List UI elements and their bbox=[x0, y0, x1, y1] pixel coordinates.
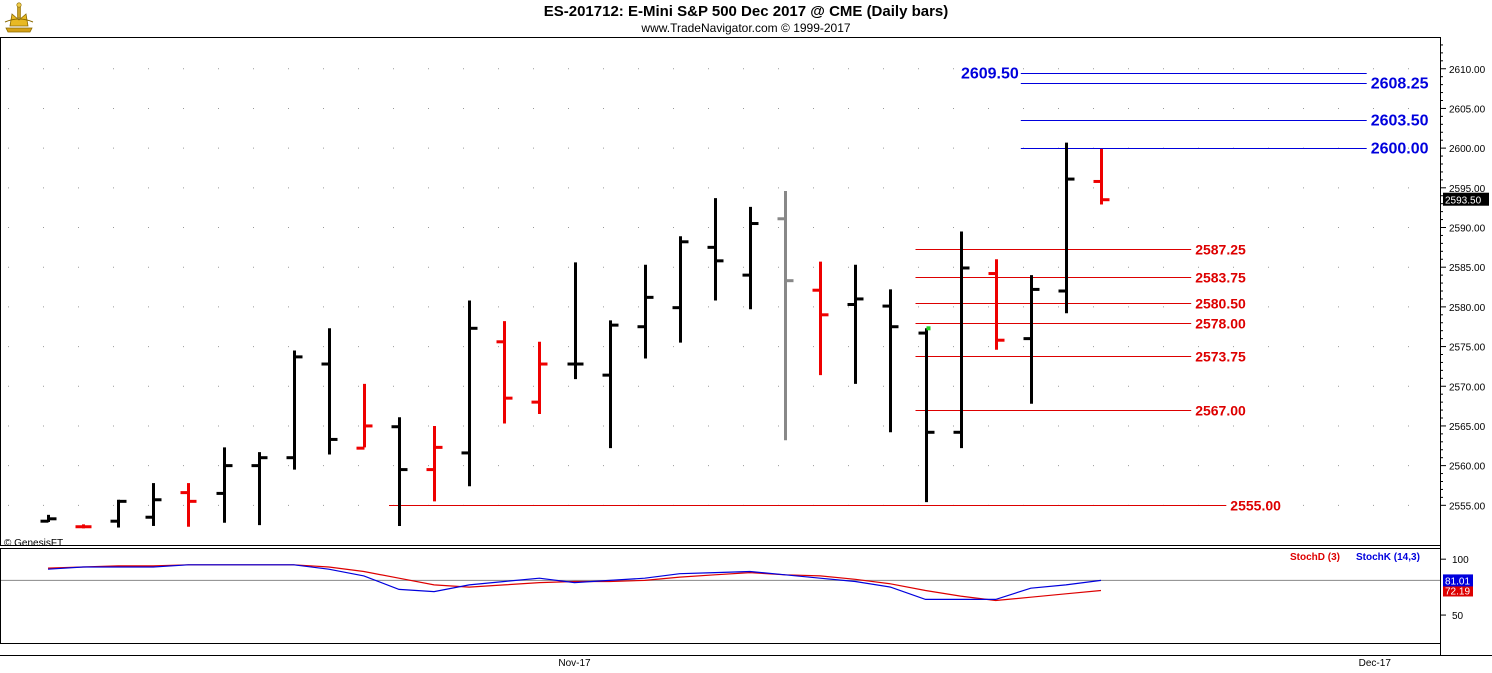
y-tick-label: 2575.00 bbox=[1449, 343, 1486, 354]
price-y-axis: 2555.00 2560.00 2565.00 2570.00 2575.00 2580.… bbox=[1440, 44, 1489, 512]
ohlc-bar bbox=[496, 321, 513, 424]
y-tick-label: 2555.00 bbox=[1449, 501, 1486, 512]
level-label: 2567.00 bbox=[1195, 403, 1246, 419]
ohlc-bar bbox=[216, 447, 233, 523]
y-tick-label: 2595.00 bbox=[1449, 184, 1486, 195]
ohlc-bar bbox=[391, 417, 408, 526]
stochastic-panel: 100 50 StochD (3) 72.19 StochK (14,3) 81.01 bbox=[1, 552, 1473, 622]
ohlc-bar bbox=[953, 231, 970, 449]
stoch-legend-label: StochK (14,3) bbox=[1356, 552, 1420, 563]
level-label: 2578.00 bbox=[1195, 316, 1246, 332]
ohlc-bar bbox=[707, 198, 724, 301]
y-tick-label: 2560.00 bbox=[1449, 462, 1486, 473]
stochastic-panel-border bbox=[0, 548, 1441, 644]
stoch-last-value-box bbox=[1443, 574, 1473, 587]
ohlc-bar bbox=[145, 483, 162, 526]
ohlc-bar bbox=[567, 262, 584, 380]
level-lines: 2609.50 2608.25 2603.50 2600.00 2587.25 2583.… bbox=[389, 66, 1429, 514]
y-tick-label: 2600.00 bbox=[1449, 144, 1486, 155]
stoch-last-value-label: 81.01 bbox=[1445, 576, 1470, 587]
level-label: 2603.50 bbox=[1371, 113, 1429, 130]
ohlc-bar bbox=[777, 190, 794, 441]
ohlc-bar bbox=[531, 341, 548, 415]
signal-marker bbox=[926, 326, 931, 331]
stoch-legend-label: StochD (3) bbox=[1290, 552, 1340, 563]
ohlc-bar bbox=[180, 483, 197, 527]
ohlc-bar bbox=[356, 383, 373, 450]
ohlc-bar bbox=[1058, 142, 1075, 314]
ohlc-bar bbox=[918, 328, 935, 503]
stoch-y-tick-label: 100 bbox=[1452, 555, 1469, 566]
level-label: 2580.50 bbox=[1195, 296, 1246, 312]
ohlc-bar bbox=[251, 452, 268, 526]
level-label: 2583.75 bbox=[1195, 270, 1246, 286]
level-label: 2555.00 bbox=[1230, 498, 1281, 514]
ohlc-bar bbox=[847, 264, 864, 384]
y-tick-label: 2585.00 bbox=[1449, 263, 1486, 274]
level-label: 2587.25 bbox=[1195, 242, 1246, 258]
ohlc-bar bbox=[75, 524, 92, 529]
stoch-last-value-label: 72.19 bbox=[1445, 586, 1470, 597]
ohlc-bars bbox=[40, 142, 1110, 529]
ohlc-bar bbox=[1093, 148, 1110, 205]
level-label: 2609.50 bbox=[961, 66, 1019, 83]
y-tick-label: 2590.00 bbox=[1449, 224, 1486, 235]
stoch-series-line bbox=[47, 564, 1102, 601]
y-tick-label: 2610.00 bbox=[1449, 65, 1486, 76]
ohlc-bar bbox=[286, 350, 303, 470]
y-tick-label: 2580.00 bbox=[1449, 303, 1486, 314]
price-panel-border bbox=[0, 37, 1441, 546]
level-label: 2600.00 bbox=[1371, 141, 1429, 158]
y-tick-label: 2565.00 bbox=[1449, 422, 1486, 433]
level-label: 2608.25 bbox=[1371, 76, 1429, 93]
ohlc-bar bbox=[812, 261, 829, 376]
chart-title: ES-201712: E-Mini S&P 500 Dec 2017 @ CME… bbox=[543, 3, 949, 20]
ohlc-bar bbox=[882, 289, 899, 433]
level-label: 2573.75 bbox=[1195, 349, 1246, 365]
ohlc-bar bbox=[461, 300, 478, 487]
ohlc-bar bbox=[988, 259, 1005, 350]
stoch-last-value-box bbox=[1443, 584, 1473, 597]
last-price-box bbox=[1443, 192, 1489, 206]
stoch-y-tick-label: 50 bbox=[1452, 611, 1464, 622]
ohlc-bar bbox=[110, 499, 127, 528]
ohlc-bar bbox=[742, 206, 759, 310]
ohlc-bar bbox=[40, 514, 57, 523]
ohlc-bar bbox=[321, 328, 338, 455]
date-x-axis: Nov-17 Dec-17 bbox=[558, 658, 1391, 669]
ohlc-bar bbox=[426, 425, 443, 502]
watermark-label: © GenesisFT bbox=[4, 538, 63, 549]
chart-subtitle: www.TradeNavigator.com © 1999-2017 bbox=[641, 21, 851, 35]
chart-header: ES-201712: E-Mini S&P 500 Dec 2017 @ CME… bbox=[0, 0, 1492, 37]
x-tick-label: Dec-17 bbox=[1359, 658, 1392, 669]
ohlc-bar bbox=[672, 236, 689, 343]
last-price-label: 2593.50 bbox=[1445, 196, 1482, 207]
ohlc-bar bbox=[602, 320, 619, 449]
ohlc-bar bbox=[637, 264, 654, 359]
y-tick-label: 2570.00 bbox=[1449, 382, 1486, 393]
x-tick-label: Nov-17 bbox=[558, 658, 591, 669]
golden-crown-logo-icon bbox=[2, 2, 36, 34]
y-tick-label: 2605.00 bbox=[1449, 104, 1486, 115]
ohlc-bar bbox=[1023, 275, 1040, 404]
